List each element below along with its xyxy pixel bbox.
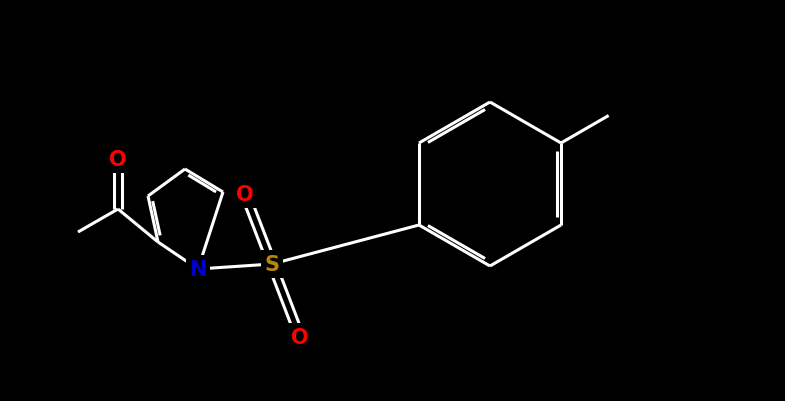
Text: O: O	[291, 327, 309, 347]
Text: O: O	[109, 150, 127, 170]
Text: N: N	[189, 259, 206, 279]
Text: O: O	[236, 184, 254, 205]
Text: S: S	[265, 254, 279, 274]
